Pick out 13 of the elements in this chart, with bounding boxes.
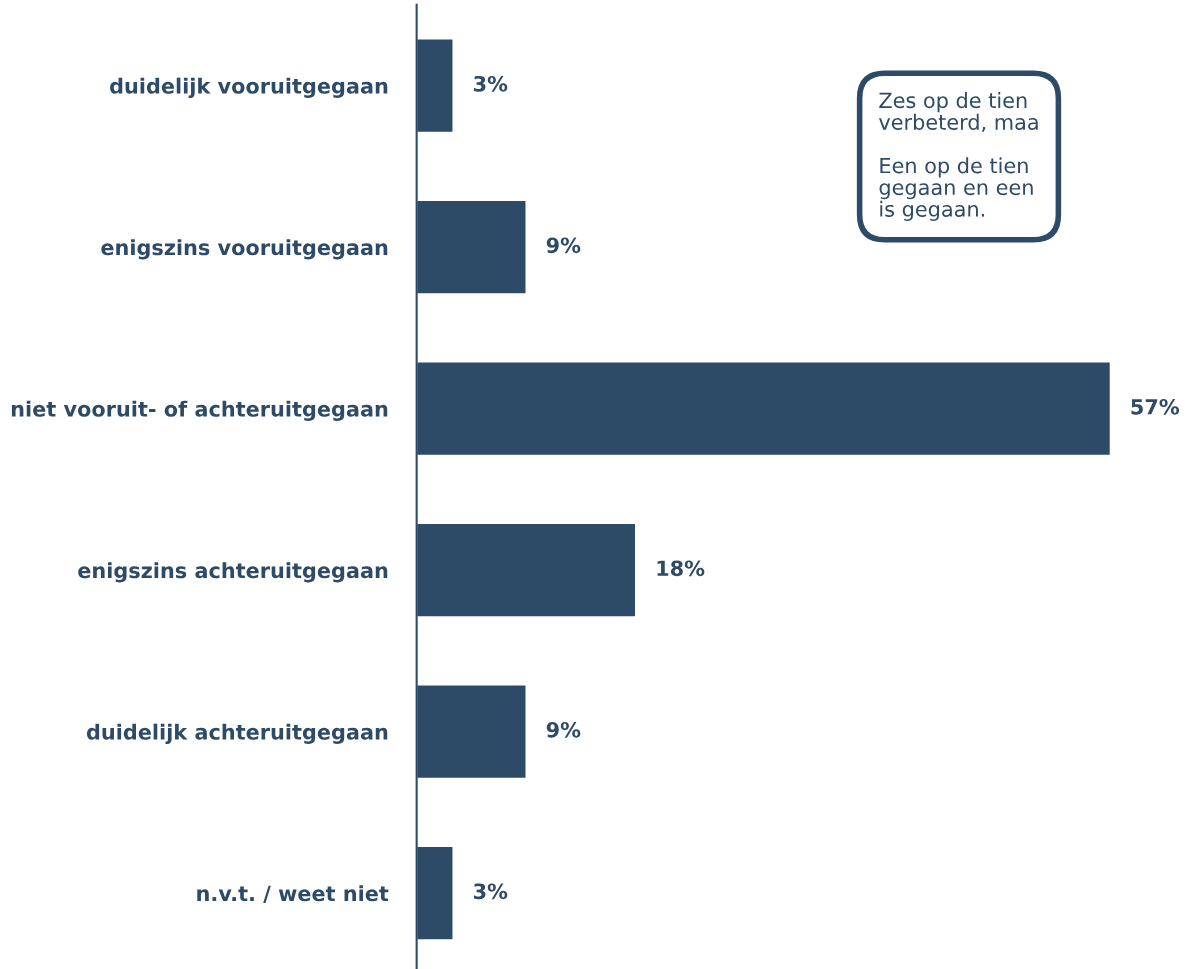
y-tick-label: niet vooruit- of achteruitgegaan bbox=[11, 400, 388, 422]
y-tick-label: enigszins vooruitgegaan bbox=[101, 239, 388, 260]
data-label: 9% bbox=[546, 721, 581, 738]
y-tick-label: duidelijk achteruitgegaan bbox=[86, 723, 388, 745]
data-label: 57% bbox=[1131, 398, 1180, 415]
text: Zes op de tien verbeterd, maa Een op de tien gegaan en een is gegaan. bbox=[879, 92, 1038, 221]
data-label: 3% bbox=[473, 75, 508, 92]
y-tick-label: duidelijk vooruitgegaan bbox=[110, 77, 388, 99]
y-tick-label: enigszins achteruitgegaan bbox=[78, 562, 388, 583]
y-tick-label: n.v.t. / weet niet bbox=[197, 885, 389, 903]
data-label: 18% bbox=[657, 560, 705, 577]
data-label: 3% bbox=[473, 883, 508, 900]
data-label: 9% bbox=[546, 237, 581, 254]
